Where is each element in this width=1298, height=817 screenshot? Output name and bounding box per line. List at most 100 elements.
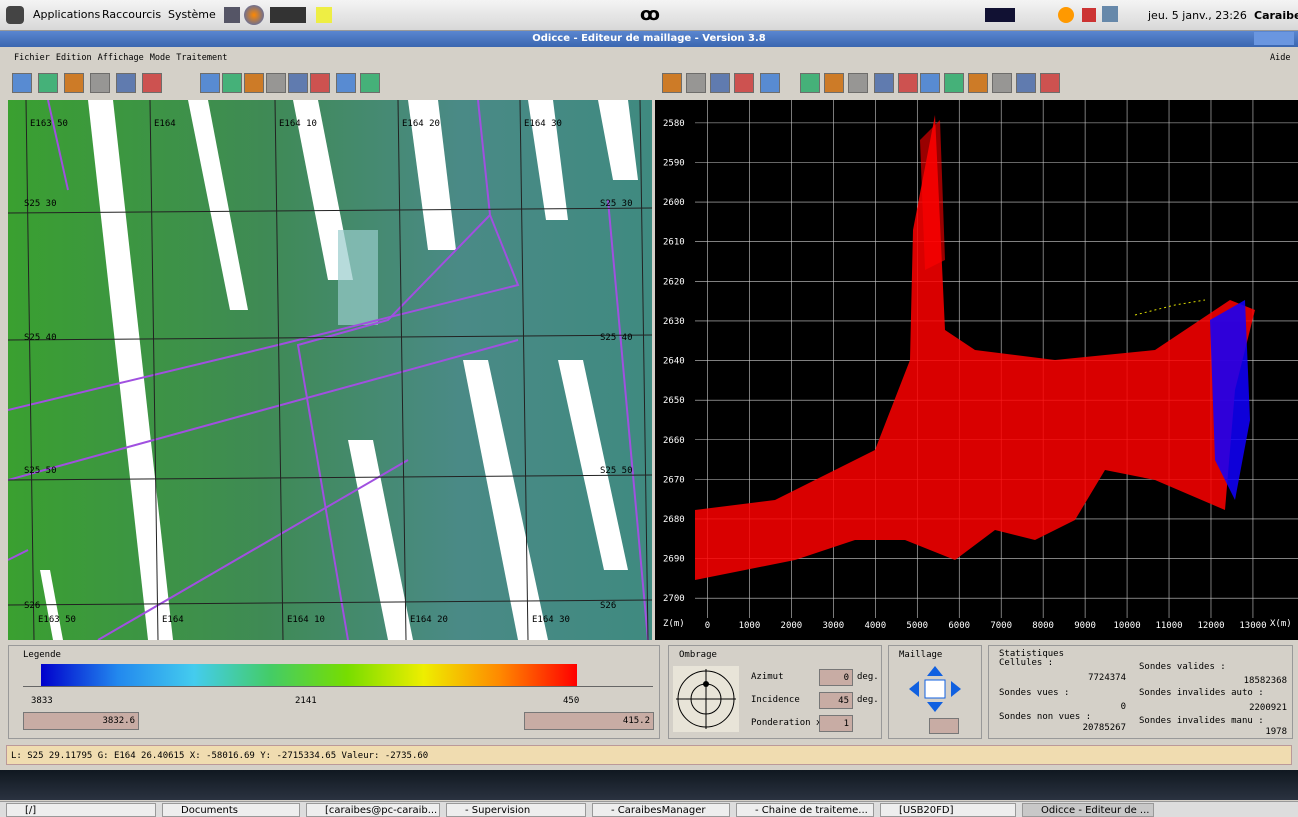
stat-value: 0 (1121, 702, 1126, 712)
y-tick-label: 2670 (663, 475, 685, 485)
mesh-arrows[interactable] (905, 664, 965, 714)
map-label: S25 50 (600, 466, 633, 476)
map-label: E164 20 (410, 615, 448, 625)
y-tick-label: 2590 (663, 158, 685, 168)
task-label: [caraibes@pc-caraib... (325, 804, 439, 817)
y-tick-label: 2700 (663, 594, 685, 604)
user[interactable]: Caraibes (1254, 9, 1298, 22)
min-input[interactable]: 3832.6 (23, 712, 139, 730)
foot-icon[interactable] (6, 6, 24, 24)
field-label: Ponderation x (751, 718, 821, 728)
tool-button[interactable] (142, 73, 162, 93)
field-input[interactable]: 45 (819, 692, 853, 709)
menu-item[interactable]: Fichier (14, 50, 50, 66)
menu-help[interactable]: Aide (1270, 50, 1290, 66)
tool-button[interactable] (116, 73, 136, 93)
task-button[interactable]: Documents (162, 803, 300, 817)
tool-button[interactable] (920, 73, 940, 93)
task-button[interactable]: - Chaine de traiteme... (736, 803, 874, 817)
task-button[interactable]: [USB20FD] (880, 803, 1016, 817)
tool-button[interactable] (760, 73, 780, 93)
screen: ꝏ jeu. 5 janv., 23:26 Caraibes Applicati… (0, 0, 1298, 816)
y-tick-label: 2690 (663, 555, 685, 565)
selection (338, 230, 378, 325)
task-button[interactable]: [/] (6, 803, 156, 817)
stat-label: Cellules : (999, 658, 1053, 668)
field-unit: deg. (857, 672, 879, 682)
tool-button[interactable] (874, 73, 894, 93)
tool-button[interactable] (662, 73, 682, 93)
tool-button[interactable] (992, 73, 1012, 93)
x-axis-label: X(m) (1270, 619, 1292, 629)
tool-button[interactable] (200, 73, 220, 93)
tool-button[interactable] (310, 73, 330, 93)
window-buttons[interactable] (1254, 32, 1294, 45)
x-tick-label: 5000 (906, 621, 928, 631)
x-tick-label: 3000 (823, 621, 845, 631)
max-input[interactable]: 415.2 (524, 712, 654, 730)
map-label: E164 10 (279, 119, 317, 129)
x-tick-label: 2000 (781, 621, 803, 631)
tool-button[interactable] (90, 73, 110, 93)
tool-button[interactable] (38, 73, 58, 93)
tool-button[interactable] (360, 73, 380, 93)
tool-button[interactable] (64, 73, 84, 93)
map-label: S25 30 (600, 199, 633, 209)
tool-button[interactable] (944, 73, 964, 93)
clock[interactable]: jeu. 5 janv., 23:26 (1148, 9, 1247, 22)
panel-menu[interactable]: Applications (33, 8, 100, 21)
tool-button[interactable] (12, 73, 32, 93)
tool-button[interactable] (710, 73, 730, 93)
taskbar: [/] Documents [caraibes@pc-caraib... - Supe… (0, 801, 1298, 817)
tool-button[interactable] (1040, 73, 1060, 93)
tool-button[interactable] (266, 73, 286, 93)
stat-label: Sondes vues : (999, 688, 1069, 698)
map-label: S25 30 (24, 199, 57, 209)
x-tick-label: 9000 (1074, 621, 1096, 631)
app-icon[interactable] (270, 7, 306, 23)
tool-button[interactable] (686, 73, 706, 93)
profile-plot: Z(m) X(m) 258025902600261026202630264026… (655, 100, 1298, 640)
stat-value: 18582368 (1244, 676, 1287, 686)
map-label: E164 20 (402, 119, 440, 129)
tool-button[interactable] (734, 73, 754, 93)
menu-item[interactable]: Affichage (98, 50, 144, 66)
y-tick-label: 2660 (663, 436, 685, 446)
y-tick-label: 2600 (663, 198, 685, 208)
network-icon (1102, 6, 1118, 22)
menu-item[interactable]: Mode (150, 50, 170, 66)
menu-item[interactable]: Traitement (176, 50, 227, 66)
task-button[interactable]: - Supervision (446, 803, 586, 817)
tool-button[interactable] (898, 73, 918, 93)
map-label: E164 30 (532, 615, 570, 625)
stat-value: 7724374 (1088, 673, 1126, 683)
colorbar-label-middle: 2141 (295, 696, 317, 706)
tool-button[interactable] (222, 73, 242, 93)
tool-button[interactable] (848, 73, 868, 93)
panel-menu[interactable]: Système (168, 8, 216, 21)
x-tick-label: 7000 (990, 621, 1012, 631)
tool-button[interactable] (244, 73, 264, 93)
tool-button[interactable] (1016, 73, 1036, 93)
map-label: E164 (162, 615, 184, 625)
task-button[interactable]: [caraibes@pc-caraib... (306, 803, 440, 817)
shading-dial[interactable] (673, 666, 739, 732)
firefox-icon[interactable] (244, 5, 264, 25)
panel-menu[interactable]: Raccourcis (102, 8, 161, 21)
menu-item[interactable]: Edition (56, 50, 92, 66)
notes-icon[interactable] (316, 7, 332, 23)
field-input[interactable]: 0 (819, 669, 853, 686)
field-input[interactable]: 1 (819, 715, 853, 732)
task-button[interactable]: Odicce - Editeur de ... (1022, 803, 1154, 817)
tool-button[interactable] (336, 73, 356, 93)
tool-button[interactable] (288, 73, 308, 93)
mesh-input[interactable] (929, 718, 959, 734)
tool-button[interactable] (968, 73, 988, 93)
tool-button[interactable] (800, 73, 820, 93)
menu-bar: Fichier Edition Affichage Mode Traitement (0, 50, 1298, 66)
terminal-icon[interactable] (224, 7, 240, 23)
task-button[interactable]: - CaraibesManager (592, 803, 730, 817)
x-tick-label: 8000 (1032, 621, 1054, 631)
tool-button[interactable] (824, 73, 844, 93)
stat-value: 1978 (1265, 727, 1287, 737)
